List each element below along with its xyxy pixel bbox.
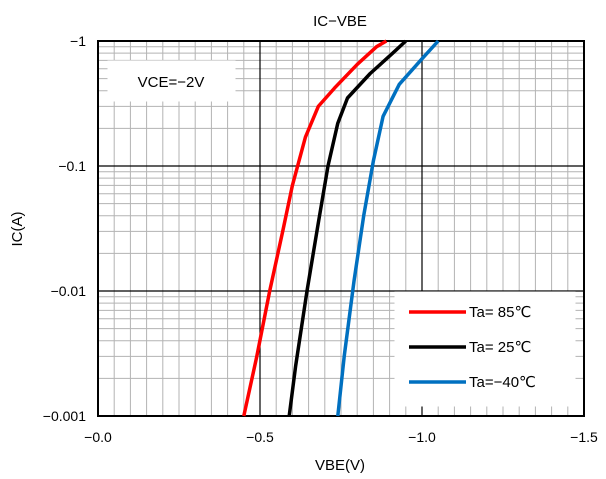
y-tick-label: −0.1	[58, 158, 86, 174]
x-tick-label: −1.0	[408, 429, 436, 445]
series-line	[336, 39, 440, 417]
y-tick-label: −1	[70, 33, 86, 49]
y-axis-title: IC(A)	[9, 212, 26, 247]
legend: Ta= 85℃ Ta= 25℃ Ta=−40℃	[394, 291, 576, 407]
x-tick-label: −0.5	[246, 429, 274, 445]
x-tick-label: −1.5	[570, 429, 598, 445]
series-line	[242, 39, 388, 417]
chart-title: IC−VBE	[313, 13, 367, 30]
series-line	[287, 39, 407, 417]
annotation-text: VCE=−2V	[138, 74, 205, 91]
legend-label: Ta= 85℃	[469, 304, 531, 321]
x-axis-title: VBE(V)	[315, 457, 365, 474]
y-tick-label: −0.001	[43, 408, 86, 424]
x-tick-label: −0.0	[84, 429, 112, 445]
plot-frame	[97, 40, 585, 417]
y-tick-label: −0.01	[51, 283, 87, 299]
annotation-box	[107, 60, 236, 102]
legend-label: Ta= 25℃	[469, 339, 531, 356]
annotation: VCE=−2V	[107, 60, 236, 102]
legend-label: Ta=−40℃	[469, 374, 536, 391]
